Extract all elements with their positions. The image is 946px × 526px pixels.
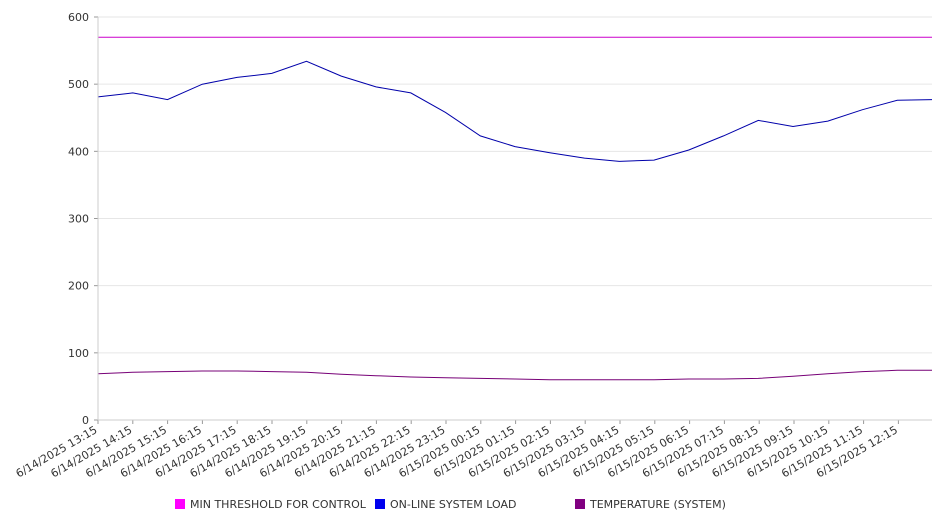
legend-label-system-load: ON-LINE SYSTEM LOAD (390, 498, 517, 511)
y-tick-label: 400 (68, 145, 89, 158)
legend-item-min-threshold[interactable]: MIN THRESHOLD FOR CONTROL (175, 498, 366, 511)
legend-label-temperature: TEMPERATURE (SYSTEM) (590, 498, 726, 511)
y-tick-label: 300 (68, 213, 89, 226)
y-tick-label: 600 (68, 11, 89, 24)
series-lines (97, 36, 933, 381)
legend-swatch-temperature (575, 499, 585, 509)
legend-item-system-load[interactable]: ON-LINE SYSTEM LOAD (375, 498, 516, 511)
y-tick-label: 0 (82, 414, 89, 427)
legend-item-temperature[interactable]: TEMPERATURE (SYSTEM) (575, 498, 726, 511)
series-line-1 (97, 60, 933, 162)
y-tick-label: 200 (68, 280, 89, 293)
x-axis-ticks: 6/14/2025 13:156/14/2025 14:156/14/2025 … (14, 420, 900, 480)
legend-label-min-threshold: MIN THRESHOLD FOR CONTROL (190, 498, 366, 511)
series-line-2 (97, 369, 932, 381)
legend-swatch-system-load (375, 499, 385, 509)
y-tick-label: 100 (68, 347, 89, 360)
y-axis-ticks: 0 100 200 300 400 500 600 (68, 11, 98, 427)
y-tick-label: 500 (68, 78, 89, 91)
legend: MIN THRESHOLD FOR CONTROL ON-LINE SYSTEM… (0, 498, 946, 514)
legend-swatch-min-threshold (175, 499, 185, 509)
gridlines (98, 16, 932, 354)
